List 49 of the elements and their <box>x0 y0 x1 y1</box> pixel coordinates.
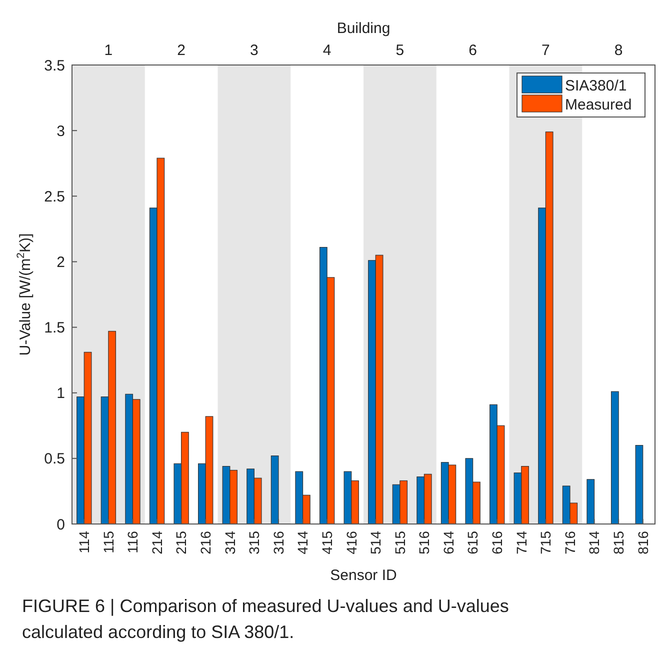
y-tick-label: 2.5 <box>44 188 65 206</box>
text: 8 <box>614 42 623 59</box>
x-tick-label: 314 <box>222 530 238 554</box>
x-tick-label: 116 <box>124 530 141 554</box>
x-tick-label: 614 <box>440 530 456 554</box>
x-tick-label: 416 <box>343 530 360 554</box>
y-tick-label: 1 <box>56 385 65 402</box>
band-label: 7 <box>542 42 550 59</box>
x-tick-label: 716 <box>562 530 578 554</box>
bar <box>635 445 644 524</box>
x-tick-label: 115 <box>100 530 116 554</box>
x-tick-label: 316 <box>270 530 286 554</box>
legend-label: SIA380/1 <box>565 77 627 94</box>
legend-label: Measured <box>565 96 632 114</box>
text: 2 <box>177 42 186 59</box>
x-tick-label: 315 <box>246 530 262 554</box>
x-tick-label: 215 <box>173 530 190 554</box>
x-tick-label: 114 <box>76 530 92 554</box>
x-tick-label: 214 <box>148 530 165 554</box>
y-tick-label: 3.5 <box>44 57 65 74</box>
caption: FIGURE 6 | Comparison of measured U-values and U-values calculated according to SIA 380/1. <box>22 596 509 642</box>
x-tick-label: 216 <box>198 530 214 554</box>
y-tick-label: 0.5 <box>44 450 65 468</box>
x-tick-label: 714 <box>513 530 530 554</box>
text: 4 <box>322 42 332 59</box>
bar <box>270 456 279 524</box>
x-tick-label: 516 <box>416 530 432 554</box>
x-tick-label: 715 <box>538 530 554 554</box>
x-tick-label: 816 <box>634 530 651 554</box>
band-label: 5 <box>396 42 404 59</box>
text: 6 <box>468 42 477 59</box>
x-tick-label: 514 <box>368 530 384 554</box>
x-tick-label: 815 <box>610 530 626 554</box>
x-tick-label: 515 <box>392 530 408 554</box>
x-tick-label: 616 <box>489 530 506 554</box>
x-tick-label: 415 <box>318 530 335 554</box>
x-axis-title: Sensor ID <box>330 567 398 584</box>
bar <box>586 479 595 524</box>
x-tick-label: 414 <box>294 530 311 554</box>
band-label: 3 <box>250 42 258 59</box>
band-label: 1 <box>104 42 113 59</box>
y-tick-label: 2 <box>56 254 65 271</box>
x2-axis-title: Building <box>336 20 390 37</box>
x-tick-label: 615 <box>464 530 481 554</box>
y-tick-label: 3 <box>56 122 65 140</box>
bar <box>610 391 619 524</box>
y-tick-label: 0 <box>56 516 65 534</box>
x-tick-label: 814 <box>586 530 602 554</box>
y-tick-label: 1.5 <box>44 320 65 337</box>
